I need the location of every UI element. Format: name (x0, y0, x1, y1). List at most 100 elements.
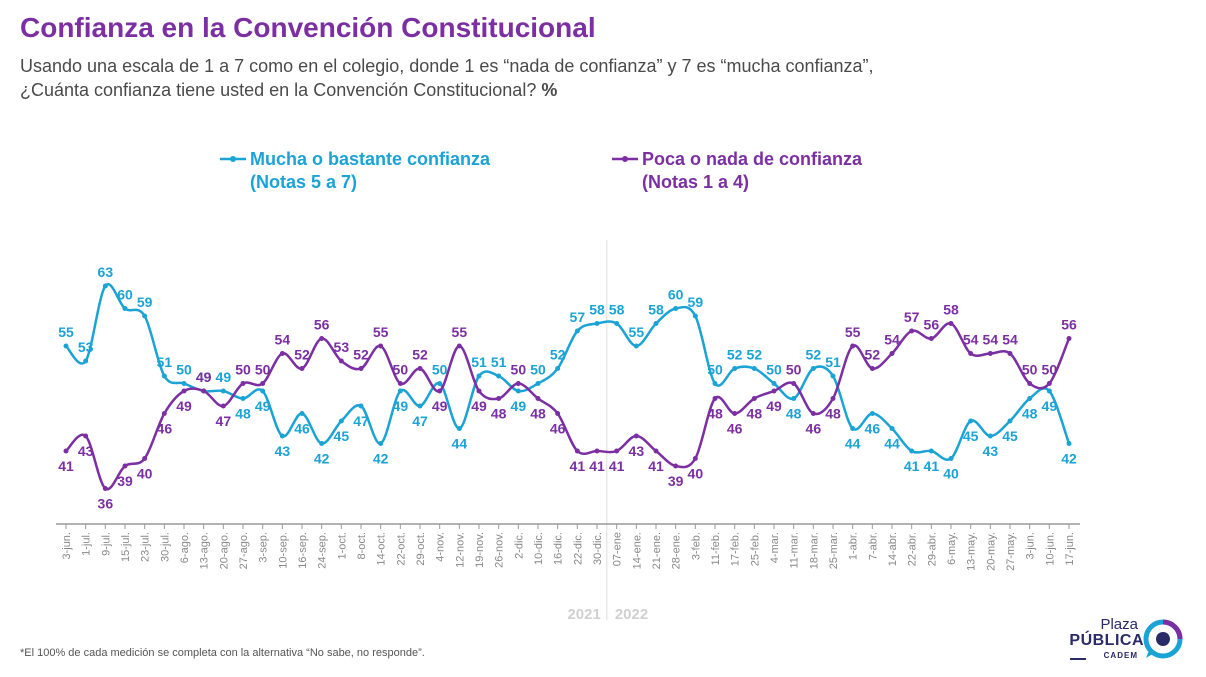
data-point-series-2 (791, 381, 797, 386)
data-point-series-1 (614, 321, 620, 326)
data-point-series-2 (732, 411, 738, 416)
data-point-series-2 (869, 366, 875, 371)
data-point-series-2 (358, 366, 364, 371)
x-tick-label: 20-may. (985, 532, 997, 571)
data-point-series-1 (909, 448, 915, 454)
data-point-series-1 (968, 418, 974, 424)
series-line-2 (65, 322, 1071, 491)
data-point-series-2 (142, 456, 148, 461)
x-tick-label: 16-dic. (553, 532, 565, 565)
x-tick-label: 25-feb. (749, 532, 761, 566)
chart-subtitle: Usando una escala de 1 a 7 como en el co… (20, 54, 1120, 102)
x-tick-label: 10-dic. (533, 532, 545, 565)
data-label-series-2: 48 (530, 406, 546, 422)
data-label-series-1: 50 (432, 362, 448, 378)
data-label-series-1: 43 (275, 443, 291, 459)
data-label-series-2: 48 (825, 406, 841, 422)
data-label-series-1: 48 (786, 406, 802, 422)
x-tick-label: 22-dic. (572, 532, 584, 565)
data-point-series-2 (515, 381, 521, 386)
data-point-series-1 (673, 306, 679, 311)
x-tick-label: 21-ene. (651, 532, 663, 569)
x-tick-label: 14-ene. (631, 532, 643, 569)
data-label-series-1: 41 (924, 458, 940, 474)
data-label-series-2: 40 (688, 466, 704, 482)
data-label-series-2: 41 (589, 458, 605, 474)
data-point-series-2 (299, 366, 305, 371)
data-point-series-2 (319, 336, 325, 341)
x-tick-label: 11-mar. (789, 532, 801, 568)
x-tick-label: 20-ago. (218, 532, 230, 569)
data-label-series-2: 50 (1022, 362, 1038, 378)
x-tick-label: 4-nov. (435, 532, 447, 562)
data-label-series-1: 49 (216, 369, 232, 385)
data-point-series-1 (791, 396, 797, 401)
data-label-series-1: 55 (629, 324, 645, 340)
data-label-series-1: 52 (550, 347, 566, 363)
data-point-series-1 (732, 366, 738, 371)
legend-marker-series-1 (220, 156, 246, 162)
data-label-series-2: 41 (609, 458, 625, 474)
data-point-series-2 (653, 448, 659, 454)
x-tick-label: 9-jul. (100, 532, 112, 556)
data-point-series-1 (279, 433, 285, 439)
data-point-series-1 (850, 426, 856, 431)
data-point-series-1 (260, 388, 266, 394)
speech-bubble-icon (1143, 619, 1183, 659)
data-label-series-2: 46 (550, 421, 566, 437)
data-point-series-2 (968, 351, 974, 356)
data-label-series-2: 48 (707, 406, 723, 422)
x-tick-label: 4-mar. (769, 532, 781, 563)
data-point-series-2 (928, 336, 934, 341)
data-label-series-1: 45 (963, 428, 979, 444)
x-tick-label: 15-jul. (120, 532, 132, 562)
data-point-series-2 (948, 321, 954, 326)
data-point-series-2 (1007, 351, 1013, 356)
data-point-series-2 (437, 388, 443, 394)
data-point-series-1 (220, 388, 226, 394)
x-tick-label: 10-jun. (1044, 532, 1056, 566)
data-point-series-2 (397, 381, 403, 386)
data-point-series-2 (456, 343, 462, 349)
data-label-series-2: 49 (766, 398, 782, 414)
data-label-series-2: 58 (943, 302, 959, 318)
x-tick-label: 23-jul. (140, 532, 152, 562)
data-point-series-2 (161, 411, 167, 416)
data-point-series-2 (594, 448, 600, 454)
data-label-series-2: 54 (275, 332, 291, 348)
data-label-series-1: 44 (845, 436, 861, 452)
logo-text-cadem: CADEM (1103, 651, 1138, 660)
data-label-series-1: 42 (1061, 451, 1077, 467)
data-label-series-1: 60 (668, 287, 684, 303)
data-label-series-1: 47 (412, 413, 428, 429)
data-point-series-1 (397, 388, 403, 394)
x-tick-label: 24-sep. (317, 532, 329, 569)
data-label-series-1: 44 (452, 436, 468, 452)
data-label-series-1: 40 (943, 466, 959, 482)
chart-title: Confianza en la Convención Constituciona… (20, 12, 596, 43)
x-tick-label: 3-feb. (690, 532, 702, 560)
x-tick-label: 29-abr. (926, 532, 938, 566)
data-point-series-2 (63, 448, 69, 454)
data-point-series-2 (555, 411, 561, 416)
x-tick-label: 2-dic. (513, 532, 525, 559)
data-label-series-1: 45 (334, 428, 350, 444)
data-label-series-2: 50 (511, 362, 527, 378)
data-point-series-2 (338, 358, 344, 364)
data-point-series-2 (889, 351, 895, 356)
x-tick-label: 8-oct. (356, 532, 368, 560)
data-point-series-2 (614, 448, 620, 454)
x-tick-label: 28-ene. (671, 532, 683, 569)
x-tick-label: 3-jun. (61, 532, 73, 560)
data-label-series-2: 52 (412, 347, 428, 363)
data-label-series-1: 51 (157, 354, 173, 370)
data-point-series-2 (751, 396, 757, 401)
data-label-series-2: 50 (235, 362, 251, 378)
data-point-series-1 (633, 343, 639, 349)
data-label-series-2: 55 (373, 324, 389, 340)
x-tick-label: 07-ene (612, 532, 624, 566)
data-point-series-1 (319, 441, 325, 446)
data-label-series-1: 60 (117, 287, 133, 303)
x-tick-label: 27-ago. (238, 532, 250, 569)
data-label-series-2: 49 (176, 398, 192, 414)
